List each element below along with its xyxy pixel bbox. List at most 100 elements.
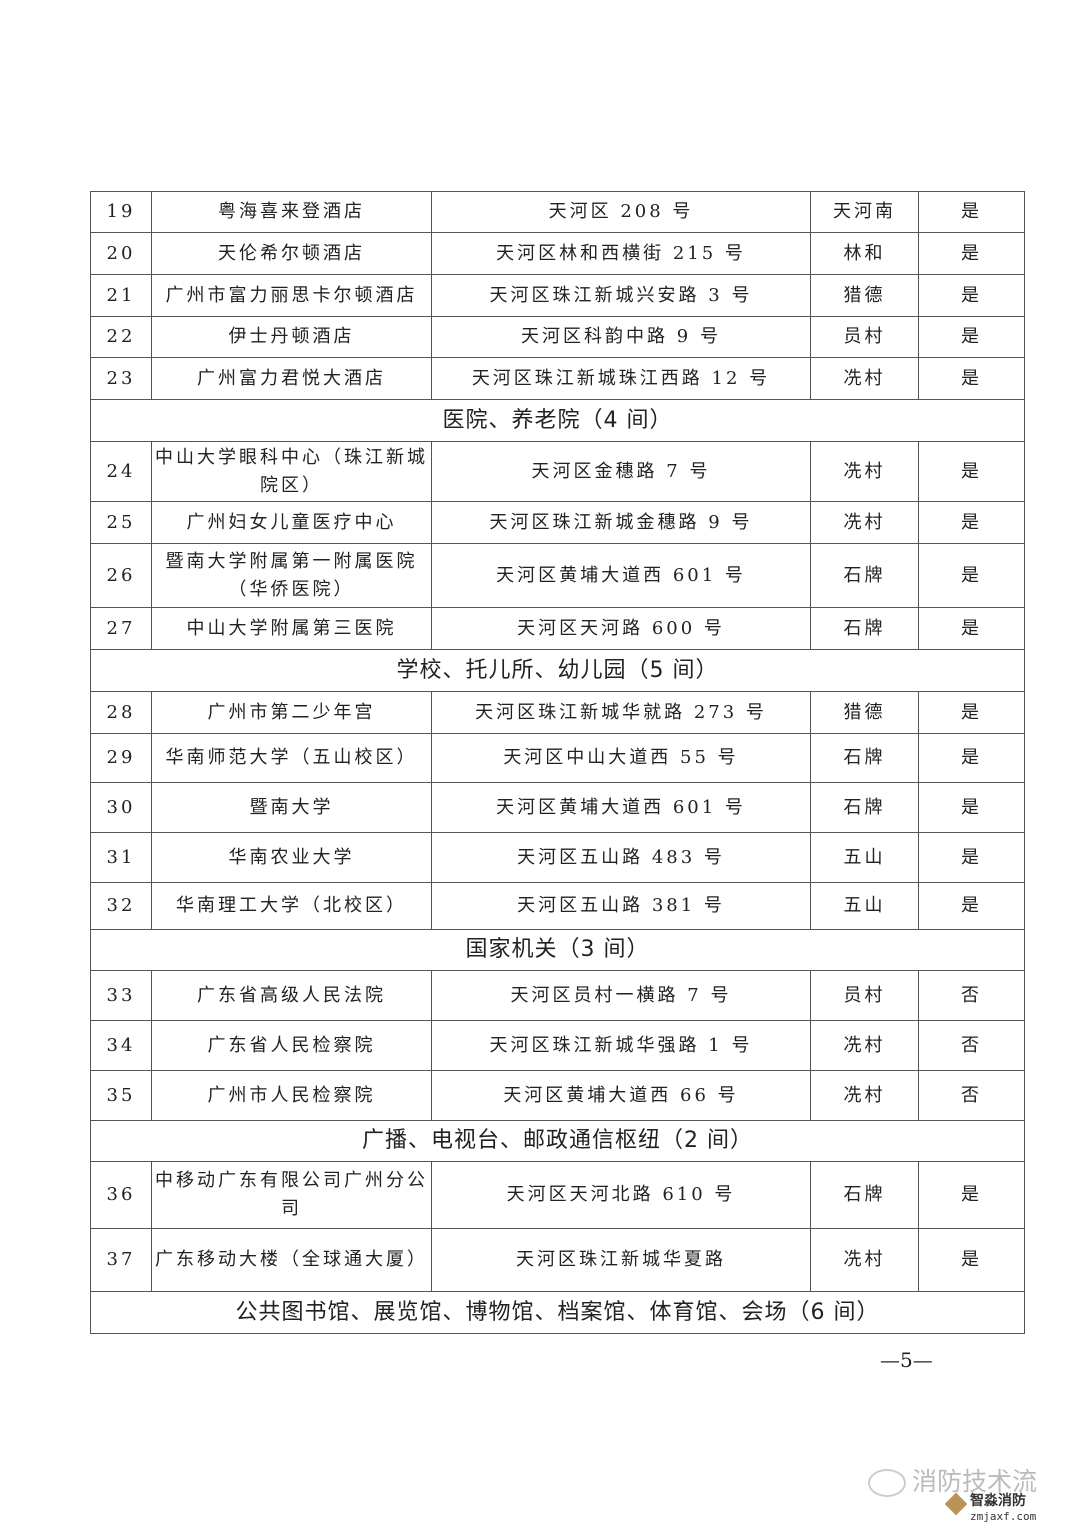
table-row: 29 华南师范大学（五山校区） 天河区中山大道西 55 号石牌是 bbox=[90, 733, 1025, 783]
cell-no: 36 bbox=[90, 1161, 152, 1229]
cell-no: 30 bbox=[90, 782, 152, 833]
cell-area: 员村 bbox=[810, 970, 919, 1021]
table-row: 35 广州市人民检察院 天河区黄埔大道西 66 号冼村否 bbox=[90, 1070, 1025, 1121]
cell-address: 天河区科韵中路 9 号 bbox=[431, 316, 811, 358]
cell-address: 天河区天河北路 610 号 bbox=[431, 1161, 811, 1229]
cell-address: 天河区珠江新城兴安路 3 号 bbox=[431, 274, 811, 317]
facility-table: 19 粤海喜来登酒店 天河区 208 号天河南是 20 天伦希尔顿酒店 天河区林和西横街 … bbox=[90, 191, 1025, 1334]
cell-area: 冼村 bbox=[810, 1070, 919, 1121]
table-row: 33 广东省高级人民法院 天河区员村一横路 7 号员村否 bbox=[90, 970, 1025, 1021]
watermark-text: 消防技术流 bbox=[912, 1467, 1038, 1496]
cell-address: 天河区珠江新城珠江西路 12 号 bbox=[431, 357, 811, 400]
cell-name: 广州市富力丽思卡尔顿酒店 bbox=[151, 274, 432, 317]
cell-name: 广州妇女儿童医疗中心 bbox=[151, 501, 432, 544]
table-row: 22 伊士丹顿酒店 天河区科韵中路 9 号员村是 bbox=[90, 316, 1025, 358]
cell-name: 天伦希尔顿酒店 bbox=[151, 232, 432, 275]
cell-address: 天河区黄埔大道西 66 号 bbox=[431, 1070, 811, 1121]
cell-flag: 是 bbox=[918, 882, 1025, 930]
cell-address: 天河区珠江新城华夏路 bbox=[431, 1228, 811, 1292]
table-row: 20 天伦希尔顿酒店 天河区林和西横街 215 号林和是 bbox=[90, 232, 1025, 275]
table-row: 24 中山大学眼科中心（珠江新城院区） 天河区金穗路 7 号冼村是 bbox=[90, 441, 1025, 502]
cell-no: 23 bbox=[90, 357, 152, 400]
watermark: 消防技术流 bbox=[868, 1462, 1037, 1498]
section-row: 医院、养老院（4 间） bbox=[90, 399, 1025, 442]
table-row: 31 华南农业大学 天河区五山路 483 号五山是 bbox=[90, 832, 1025, 883]
logo-url: zmjaxf.com bbox=[970, 1510, 1037, 1523]
table-row: 25 广州妇女儿童医疗中心 天河区珠江新城金穗路 9 号冼村是 bbox=[90, 501, 1025, 544]
cell-no: 33 bbox=[90, 970, 152, 1021]
cell-address: 天河区五山路 483 号 bbox=[431, 832, 811, 883]
cell-no: 29 bbox=[90, 733, 152, 783]
cell-name: 华南师范大学（五山校区） bbox=[151, 733, 432, 783]
table-row: 30 暨南大学 天河区黄埔大道西 601 号石牌是 bbox=[90, 782, 1025, 833]
cell-area: 五山 bbox=[810, 832, 919, 883]
table-row: 23 广州富力君悦大酒店 天河区珠江新城珠江西路 12 号冼村是 bbox=[90, 357, 1025, 400]
table-row: 37 广东移动大楼（全球通大厦） 天河区珠江新城华夏路 冼村是 bbox=[90, 1228, 1025, 1292]
table-row: 36 中移动广东有限公司广州分公司 天河区天河北路 610 号石牌是 bbox=[90, 1161, 1025, 1229]
cell-flag: 是 bbox=[918, 691, 1025, 734]
cell-area: 石牌 bbox=[810, 1161, 919, 1229]
cell-flag: 是 bbox=[918, 501, 1025, 544]
cell-no: 25 bbox=[90, 501, 152, 544]
cell-area: 石牌 bbox=[810, 607, 919, 650]
cell-area: 石牌 bbox=[810, 782, 919, 833]
cell-name: 华南农业大学 bbox=[151, 832, 432, 883]
section-title: 公共图书馆、展览馆、博物馆、档案馆、体育馆、会场（6 间） bbox=[90, 1291, 1025, 1334]
cell-name: 中山大学附属第三医院 bbox=[151, 607, 432, 650]
page-number: —5— bbox=[880, 1348, 933, 1372]
cell-address: 天河区黄埔大道西 601 号 bbox=[431, 782, 811, 833]
cell-address: 天河区员村一横路 7 号 bbox=[431, 970, 811, 1021]
cell-address: 天河区珠江新城华强路 1 号 bbox=[431, 1020, 811, 1071]
cell-area: 冼村 bbox=[810, 1228, 919, 1292]
cell-name: 广东移动大楼（全球通大厦） bbox=[151, 1228, 432, 1292]
cell-no: 24 bbox=[90, 441, 152, 502]
cell-name: 粤海喜来登酒店 bbox=[151, 191, 432, 233]
cell-name: 中山大学眼科中心（珠江新城院区） bbox=[151, 441, 432, 502]
logo-name: 智淼消防 bbox=[970, 1493, 1026, 1509]
cell-name: 广州富力君悦大酒店 bbox=[151, 357, 432, 400]
cell-area: 冼村 bbox=[810, 1020, 919, 1071]
cell-name: 广东省高级人民法院 bbox=[151, 970, 432, 1021]
table-row: 28 广州市第二少年宫 天河区珠江新城华就路 273 号猎德是 bbox=[90, 691, 1025, 734]
cell-flag: 是 bbox=[918, 543, 1025, 608]
table-row: 32 华南理工大学（北校区） 天河区五山路 381 号五山是 bbox=[90, 882, 1025, 930]
cell-address: 天河区黄埔大道西 601 号 bbox=[431, 543, 811, 608]
table-row: 21 广州市富力丽思卡尔顿酒店 天河区珠江新城兴安路 3 号猎德是 bbox=[90, 274, 1025, 317]
cell-flag: 是 bbox=[918, 316, 1025, 358]
cell-no: 32 bbox=[90, 882, 152, 930]
cell-name: 暨南大学附属第一附属医院（华侨医院） bbox=[151, 543, 432, 608]
section-title: 医院、养老院（4 间） bbox=[90, 399, 1025, 442]
cell-flag: 是 bbox=[918, 357, 1025, 400]
wechat-icon bbox=[868, 1469, 906, 1497]
cell-flag: 否 bbox=[918, 970, 1025, 1021]
cell-area: 冼村 bbox=[810, 501, 919, 544]
section-row: 学校、托儿所、幼儿园（5 间） bbox=[90, 649, 1025, 692]
cell-flag: 是 bbox=[918, 441, 1025, 502]
cell-no: 26 bbox=[90, 543, 152, 608]
cell-area: 员村 bbox=[810, 316, 919, 358]
cell-name: 广东省人民检察院 bbox=[151, 1020, 432, 1071]
cell-no: 35 bbox=[90, 1070, 152, 1121]
cell-area: 五山 bbox=[810, 882, 919, 930]
logo: 智淼消防 zmjaxf.com bbox=[944, 1490, 1037, 1523]
cell-flag: 是 bbox=[918, 232, 1025, 275]
cell-no: 31 bbox=[90, 832, 152, 883]
cell-no: 20 bbox=[90, 232, 152, 275]
cell-no: 19 bbox=[90, 191, 152, 233]
cell-no: 21 bbox=[90, 274, 152, 317]
cell-flag: 否 bbox=[918, 1070, 1025, 1121]
cell-address: 天河区珠江新城金穗路 9 号 bbox=[431, 501, 811, 544]
cell-no: 27 bbox=[90, 607, 152, 650]
cell-address: 天河区天河路 600 号 bbox=[431, 607, 811, 650]
cell-address: 天河区五山路 381 号 bbox=[431, 882, 811, 930]
cell-address: 天河区 208 号 bbox=[431, 191, 811, 233]
table-row: 34 广东省人民检察院 天河区珠江新城华强路 1 号冼村否 bbox=[90, 1020, 1025, 1071]
cell-flag: 是 bbox=[918, 733, 1025, 783]
table-row: 26 暨南大学附属第一附属医院（华侨医院） 天河区黄埔大道西 601 号石牌是 bbox=[90, 543, 1025, 608]
cell-address: 天河区金穗路 7 号 bbox=[431, 441, 811, 502]
section-row: 广播、电视台、邮政通信枢纽（2 间） bbox=[90, 1120, 1025, 1162]
cell-name: 伊士丹顿酒店 bbox=[151, 316, 432, 358]
cell-flag: 是 bbox=[918, 191, 1025, 233]
cell-address: 天河区珠江新城华就路 273 号 bbox=[431, 691, 811, 734]
table-row: 19 粤海喜来登酒店 天河区 208 号天河南是 bbox=[90, 191, 1025, 233]
